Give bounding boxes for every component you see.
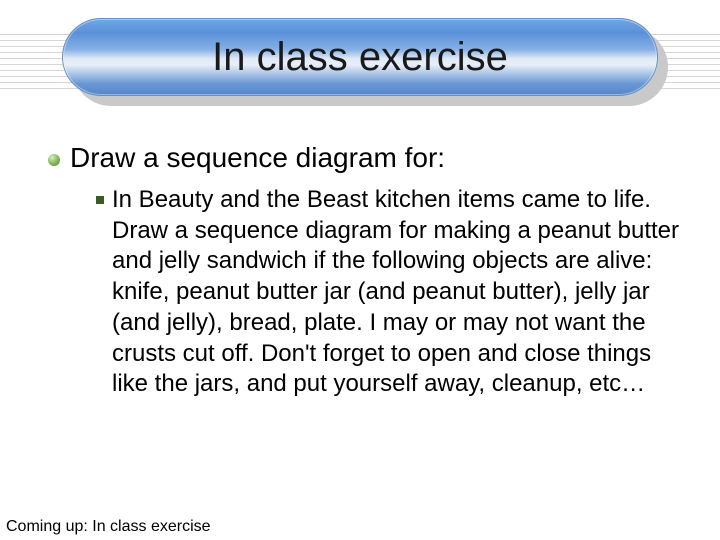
round-bullet-icon — [48, 154, 60, 166]
square-bullet-icon — [96, 196, 104, 204]
bullet-row: Draw a sequence diagram for: — [48, 140, 690, 175]
slide-title: In class exercise — [212, 35, 508, 80]
bullet-text: Draw a sequence diagram for: — [70, 140, 445, 175]
title-pill: In class exercise — [62, 18, 658, 96]
sub-bullet-text: In Beauty and the Beast kitchen items ca… — [112, 185, 682, 400]
slide-content: Draw a sequence diagram for: In Beauty a… — [0, 140, 720, 400]
title-container: In class exercise — [0, 0, 720, 110]
sub-bullet-row: In Beauty and the Beast kitchen items ca… — [96, 185, 690, 400]
footer-text: Coming up: In class exercise — [6, 518, 211, 536]
